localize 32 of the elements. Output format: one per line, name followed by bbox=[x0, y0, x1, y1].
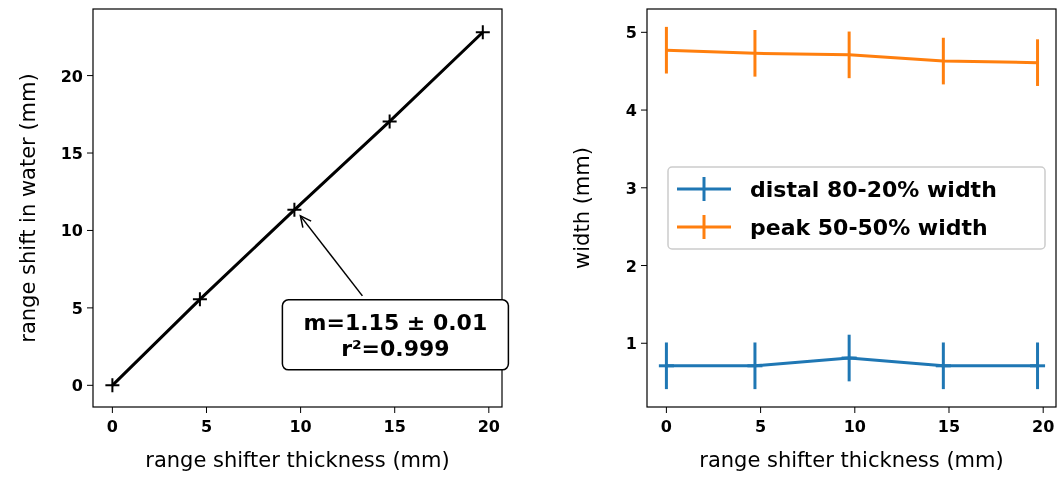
x-tick-label: 0 bbox=[106, 417, 118, 436]
y-tick-label: 1 bbox=[625, 334, 637, 354]
x-tick-label: 10 bbox=[843, 417, 866, 436]
y-axis-title: width (mm) bbox=[570, 147, 594, 269]
y-tick-label: 0 bbox=[71, 376, 83, 396]
y-tick-label: 20 bbox=[60, 66, 83, 86]
y-axis-title: range shift in water (mm) bbox=[16, 73, 40, 343]
point bbox=[286, 201, 303, 218]
annotation: m=1.15 ± 0.01 r²=0.999 bbox=[303, 309, 488, 361]
x-tick-label: 5 bbox=[755, 417, 767, 436]
point bbox=[474, 24, 491, 41]
x-tick-label: 15 bbox=[937, 417, 961, 436]
x-tick-label: 0 bbox=[660, 417, 672, 436]
point bbox=[104, 377, 121, 394]
legend-label: distal 80-20% width bbox=[750, 177, 997, 202]
legend-label: peak 50-50% width bbox=[750, 215, 988, 240]
y-tick-label: 5 bbox=[625, 23, 637, 43]
y-tick-label: 10 bbox=[60, 221, 83, 241]
x-axis-title: range shifter thickness (mm) bbox=[145, 448, 450, 472]
x-tick-label: 10 bbox=[289, 417, 312, 436]
point bbox=[381, 113, 398, 130]
x-tick-label: 20 bbox=[1032, 417, 1055, 436]
x-tick-label: 5 bbox=[200, 417, 213, 436]
y-tick-label: 3 bbox=[625, 178, 637, 198]
x-tick-label: 20 bbox=[477, 417, 500, 436]
y-tick-label: 15 bbox=[60, 144, 83, 164]
x-tick-label: 15 bbox=[383, 417, 406, 436]
x-axis-title: range shifter thickness (mm) bbox=[699, 448, 1004, 472]
y-tick-label: 5 bbox=[71, 298, 83, 318]
y-tick-label: 2 bbox=[625, 256, 637, 276]
point bbox=[191, 291, 208, 308]
y-tick-label: 4 bbox=[625, 101, 637, 121]
